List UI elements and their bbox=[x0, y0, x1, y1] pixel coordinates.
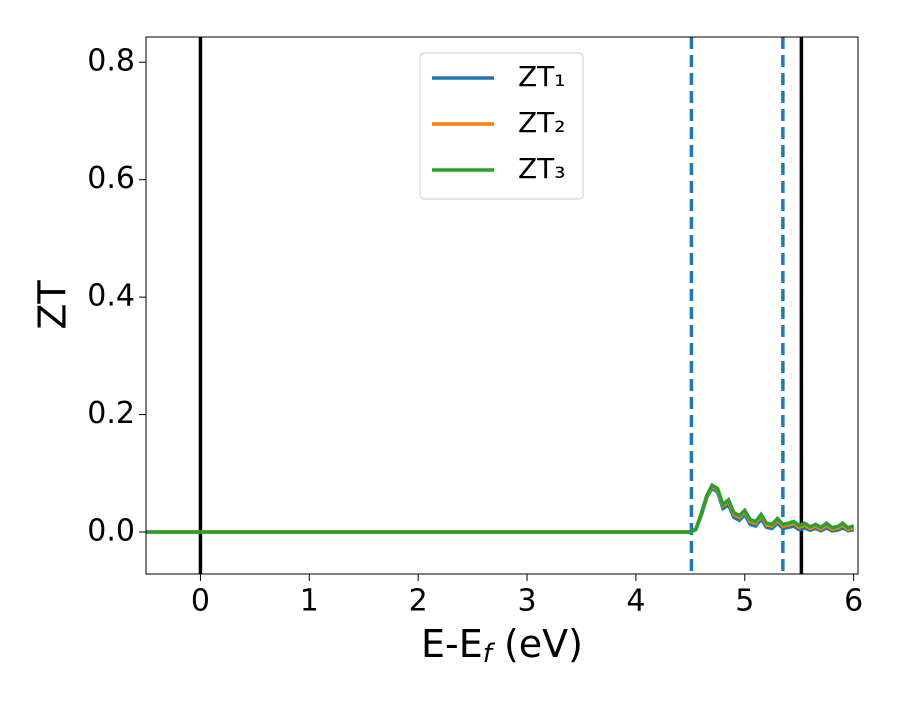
y-tick-label: 0.2 bbox=[87, 396, 135, 431]
x-tick-label: 4 bbox=[626, 584, 645, 619]
series-line bbox=[146, 483, 855, 534]
y-tick-label: 0.4 bbox=[87, 279, 135, 314]
legend-label: ZT₁ bbox=[518, 60, 566, 93]
x-tick-label: 5 bbox=[735, 584, 754, 619]
x-label-main: E-E bbox=[421, 622, 483, 666]
x-tick-label: 0 bbox=[191, 584, 210, 619]
legend-label: ZT₃ bbox=[518, 152, 566, 185]
series-line bbox=[146, 482, 855, 534]
x-label-rest: (eV) bbox=[492, 622, 583, 666]
y-tick-label: 0.6 bbox=[87, 161, 135, 196]
plot-frame bbox=[145, 36, 859, 575]
x-axis-label: E-Ef (eV) bbox=[421, 622, 583, 669]
x-tick-label: 1 bbox=[300, 584, 319, 619]
y-axis-label: ZT bbox=[31, 280, 75, 330]
x-tick-label: 2 bbox=[409, 584, 428, 619]
legend-box bbox=[419, 52, 584, 200]
y-tick-label: 0.0 bbox=[87, 514, 135, 549]
x-tick-label: 3 bbox=[517, 584, 536, 619]
series-line bbox=[146, 485, 855, 534]
legend-label: ZT₂ bbox=[518, 106, 566, 139]
y-tick-label: 0.8 bbox=[87, 44, 135, 79]
x-tick-label: 6 bbox=[844, 584, 863, 619]
